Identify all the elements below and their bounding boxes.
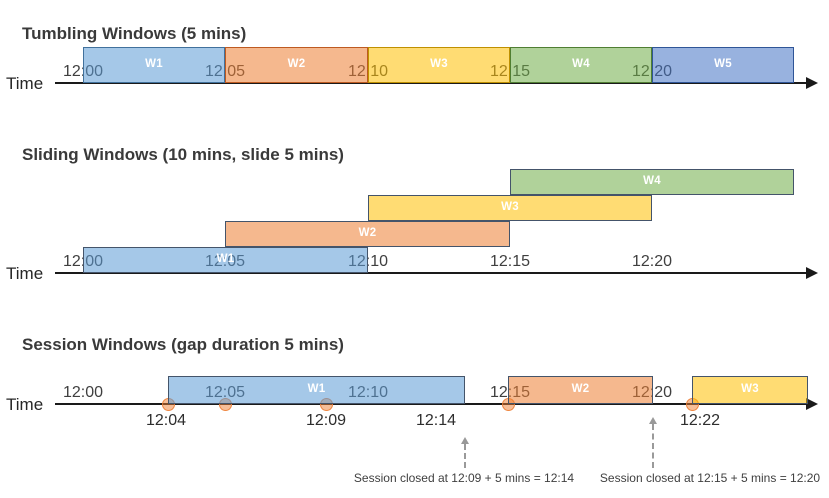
- window-w2: W2: [225, 47, 368, 83]
- axis-tick-label: 12:10: [347, 63, 389, 80]
- axis-tick-label: 12:00: [62, 253, 104, 270]
- time-axis-arrowhead: [806, 267, 818, 279]
- diagram-title: Session Windows (gap duration 5 mins): [22, 335, 344, 355]
- window-label: W5: [714, 58, 732, 70]
- axis-tick-label: 12:15: [489, 384, 531, 401]
- axis-tick-label: 12:05: [204, 384, 246, 401]
- axis-tick-label: 12:10: [347, 384, 389, 401]
- event-time-label: 12:14: [415, 412, 457, 429]
- axis-tick-label: 12:10: [347, 253, 389, 270]
- window-label: W1: [216, 253, 235, 265]
- event-time-label: 12:22: [679, 412, 721, 429]
- window-w3: W3: [692, 376, 808, 404]
- time-axis-line: [55, 403, 808, 405]
- window-label: W4: [572, 58, 590, 70]
- window-w2: W2: [225, 221, 510, 247]
- time-axis-arrowhead: [806, 398, 818, 410]
- callout-arrow-head-icon: [648, 417, 657, 424]
- window-w5: W5: [652, 47, 794, 83]
- event-dot: [685, 397, 699, 411]
- axis-tick-label: 12:15: [489, 253, 531, 270]
- event-dot: [161, 397, 175, 411]
- axis-tick-label: 12:20: [631, 384, 673, 401]
- event-dot: [501, 397, 515, 411]
- window-w4: W4: [510, 47, 652, 83]
- callout-arrow-line: [464, 444, 466, 468]
- axis-tick-label: 12:05: [204, 63, 246, 80]
- time-axis-arrowhead: [806, 77, 818, 89]
- callout-arrow-head-icon: [460, 437, 469, 444]
- window-label: W1: [145, 58, 163, 70]
- event-dot: [319, 397, 333, 411]
- window-w4: W4: [510, 169, 794, 195]
- session-close-annotation: Session closed at 12:15 + 5 mins = 12:20: [599, 471, 821, 485]
- event-dot: [218, 397, 232, 411]
- axis-tick-label: 12:15: [489, 63, 531, 80]
- window-label: W1: [307, 383, 326, 395]
- time-axis-line: [55, 272, 808, 274]
- window-w1: W1: [83, 247, 368, 273]
- event-time-label: 12:09: [305, 412, 347, 429]
- session-close-annotation: Session closed at 12:09 + 5 mins = 12:14: [353, 471, 575, 485]
- axis-tick-label: 12:05: [204, 253, 246, 270]
- window-w2: W2: [508, 376, 653, 404]
- axis-tick-label: 12:20: [631, 63, 673, 80]
- axis-tick-label: 12:20: [631, 253, 673, 270]
- time-axis-label: Time: [6, 395, 44, 414]
- window-label: W3: [501, 201, 519, 213]
- window-w1: W1: [168, 376, 465, 404]
- diagram-title: Sliding Windows (10 mins, slide 5 mins): [22, 145, 344, 165]
- time-axis-label: Time: [6, 264, 44, 283]
- event-time-label: 12:04: [145, 412, 187, 429]
- axis-tick-label: 12:00: [62, 63, 104, 80]
- window-label: W3: [741, 383, 759, 395]
- time-axis-line: [55, 82, 808, 84]
- window-label: W3: [430, 58, 448, 70]
- window-w1: W1: [83, 47, 225, 83]
- time-axis-label: Time: [6, 74, 44, 93]
- window-label: W4: [643, 175, 661, 187]
- window-label: W2: [358, 227, 377, 239]
- callout-arrow-line: [652, 424, 654, 468]
- window-w3: W3: [368, 195, 652, 221]
- axis-tick-label: 12:00: [62, 384, 104, 401]
- window-w3: W3: [368, 47, 510, 83]
- window-label: W2: [571, 383, 590, 395]
- diagram-title: Tumbling Windows (5 mins): [22, 24, 247, 44]
- window-label: W2: [287, 58, 306, 70]
